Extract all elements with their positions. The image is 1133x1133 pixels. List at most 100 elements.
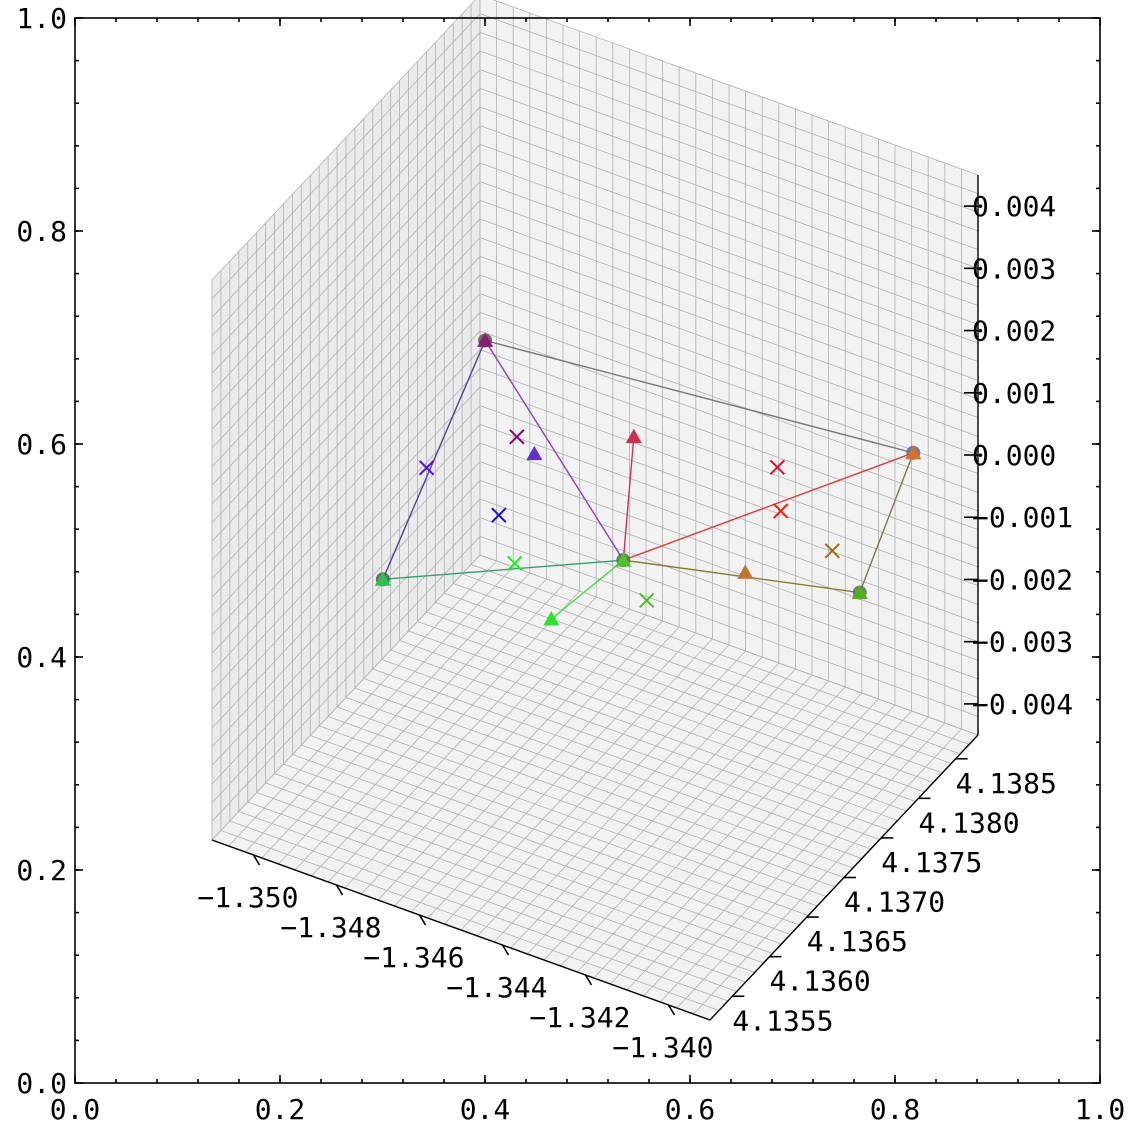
z3d-tick-label: −0.004 bbox=[972, 688, 1073, 721]
back-wall-grid-line bbox=[479, 13, 979, 195]
left-wall-grid-line bbox=[211, 50, 481, 337]
outer-frame: 0.0 0.2 0.4 0.6 0.8 1.0 0.0 0.2 0.4 0.6 0.8 1.0 bbox=[16, 2, 1125, 1126]
frame-x-tick-label: 0.6 bbox=[665, 1093, 716, 1126]
triangle-point bbox=[615, 552, 632, 567]
frame-y-tick-label: 1.0 bbox=[16, 2, 67, 35]
triangle-point bbox=[526, 445, 543, 461]
floor-grid-line bbox=[444, 592, 943, 774]
triangle-point bbox=[374, 571, 391, 586]
floor-grid-line bbox=[659, 716, 929, 1003]
x3d-tick-label: −1.346 bbox=[363, 941, 464, 974]
cross-stroke bbox=[506, 555, 523, 572]
triangle-point bbox=[737, 564, 754, 579]
back-wall-grid-line bbox=[479, 69, 979, 251]
triangle-point bbox=[625, 428, 642, 444]
series-line bbox=[859, 452, 914, 593]
z3d-tick-label: −0.003 bbox=[972, 626, 1073, 659]
y3d-tick-label: 4.1375 bbox=[881, 846, 982, 879]
floor-grid-line bbox=[676, 722, 946, 1009]
cross-stroke bbox=[491, 507, 507, 523]
x3d-tick-label: −1.340 bbox=[612, 1031, 713, 1064]
y3d-tick-label: 4.1365 bbox=[807, 925, 908, 958]
cross-stroke bbox=[824, 543, 840, 559]
cross-point bbox=[491, 507, 507, 523]
triangle-point bbox=[851, 584, 868, 599]
series-line bbox=[550, 559, 624, 620]
x3d-tick bbox=[501, 944, 510, 956]
triangle-point bbox=[543, 611, 560, 626]
floor-grid-line bbox=[470, 564, 970, 745]
series-line bbox=[484, 339, 914, 454]
z3d-tick-label: 0.004 bbox=[972, 190, 1056, 223]
y3d-tick-label: 4.1355 bbox=[732, 1004, 833, 1037]
x3d-tick-label: −1.350 bbox=[197, 881, 298, 914]
cross-point bbox=[773, 503, 789, 519]
z3d-tick-label: 0.003 bbox=[972, 252, 1056, 285]
x3d-tick bbox=[252, 854, 261, 866]
frame-y-tick-label: 0.6 bbox=[16, 428, 67, 461]
triangle-point bbox=[477, 332, 494, 347]
x3d-tick bbox=[335, 884, 344, 896]
left-wall-grid-line bbox=[211, 88, 481, 374]
frame-y-tick-label: 0.2 bbox=[16, 854, 67, 887]
series-line bbox=[382, 559, 624, 581]
cross-point bbox=[769, 459, 786, 476]
cross-stroke bbox=[509, 429, 525, 445]
cross-stroke bbox=[773, 503, 789, 519]
triangle-point bbox=[905, 444, 922, 460]
cross-point bbox=[506, 555, 523, 572]
floor-grid-line bbox=[479, 554, 979, 736]
frame-x-tick-label: 0.2 bbox=[255, 1093, 306, 1126]
x3d-tick bbox=[418, 914, 427, 926]
z3d-tick-label: −0.002 bbox=[972, 563, 1073, 596]
left-wall-grid-line bbox=[211, 69, 481, 355]
frame-x-tick-label: 0.8 bbox=[870, 1093, 921, 1126]
frame-x-tick-label: 1.0 bbox=[1075, 1093, 1126, 1126]
series-line bbox=[484, 340, 624, 561]
floor-grid-line bbox=[643, 710, 912, 997]
floor-grid-line bbox=[461, 573, 961, 755]
back-wall-grid-line bbox=[479, 50, 979, 232]
back-wall-grid-line bbox=[479, 31, 979, 213]
y3d-tick-label: 4.1360 bbox=[770, 965, 871, 998]
cross-point bbox=[509, 429, 525, 445]
series-line bbox=[622, 436, 635, 561]
floor-grid-line bbox=[453, 583, 952, 764]
left-wall-grid-line bbox=[211, 13, 481, 299]
cross-point bbox=[418, 460, 435, 476]
z3d-tick-label: −0.001 bbox=[972, 501, 1073, 534]
x3d-tick-label: −1.342 bbox=[529, 1001, 630, 1034]
z3d-tick-label: 0.000 bbox=[972, 439, 1056, 472]
x3d-tick bbox=[667, 1004, 676, 1016]
x3d-tick bbox=[584, 974, 593, 986]
frame-y-tick-label: 0.8 bbox=[16, 215, 67, 248]
axes3d-panes bbox=[212, 0, 978, 1020]
floor-grid-line bbox=[693, 728, 962, 1015]
axes3d-grid bbox=[211, 0, 979, 1021]
series-line bbox=[623, 452, 914, 561]
z3d-tick-label: 0.001 bbox=[972, 377, 1056, 410]
left-wall-grid-line bbox=[211, 0, 476, 281]
axes3d-axes: −1.350−1.348−1.346−1.344−1.342−1.340 4.13… bbox=[197, 175, 1073, 1064]
frame-y-tick-label: 0.4 bbox=[16, 641, 67, 674]
back-wall-grid-line bbox=[492, 0, 979, 176]
y3d-tick-label: 4.1385 bbox=[956, 767, 1057, 800]
z3d-tick-label: 0.002 bbox=[972, 315, 1056, 348]
x3d-tick-label: −1.344 bbox=[446, 971, 547, 1004]
cross-stroke bbox=[418, 460, 435, 476]
y3d-tick-label: 4.1370 bbox=[844, 886, 945, 919]
series-line bbox=[382, 340, 486, 580]
chart-marks bbox=[374, 332, 922, 626]
cross-point bbox=[824, 543, 840, 559]
x3d-axis-line bbox=[211, 839, 711, 1021]
frame-x-tick-label: 0.0 bbox=[50, 1093, 101, 1126]
floor-grid-line bbox=[435, 602, 934, 783]
cross-stroke bbox=[769, 459, 786, 476]
frame-border bbox=[74, 17, 1101, 1084]
frame-y-tick-label: 0.0 bbox=[16, 1067, 67, 1100]
cross-point bbox=[638, 592, 655, 609]
left-wall-grid-line bbox=[211, 32, 481, 318]
y3d-tick-label: 4.1380 bbox=[918, 806, 1019, 839]
cross-stroke bbox=[638, 592, 655, 609]
